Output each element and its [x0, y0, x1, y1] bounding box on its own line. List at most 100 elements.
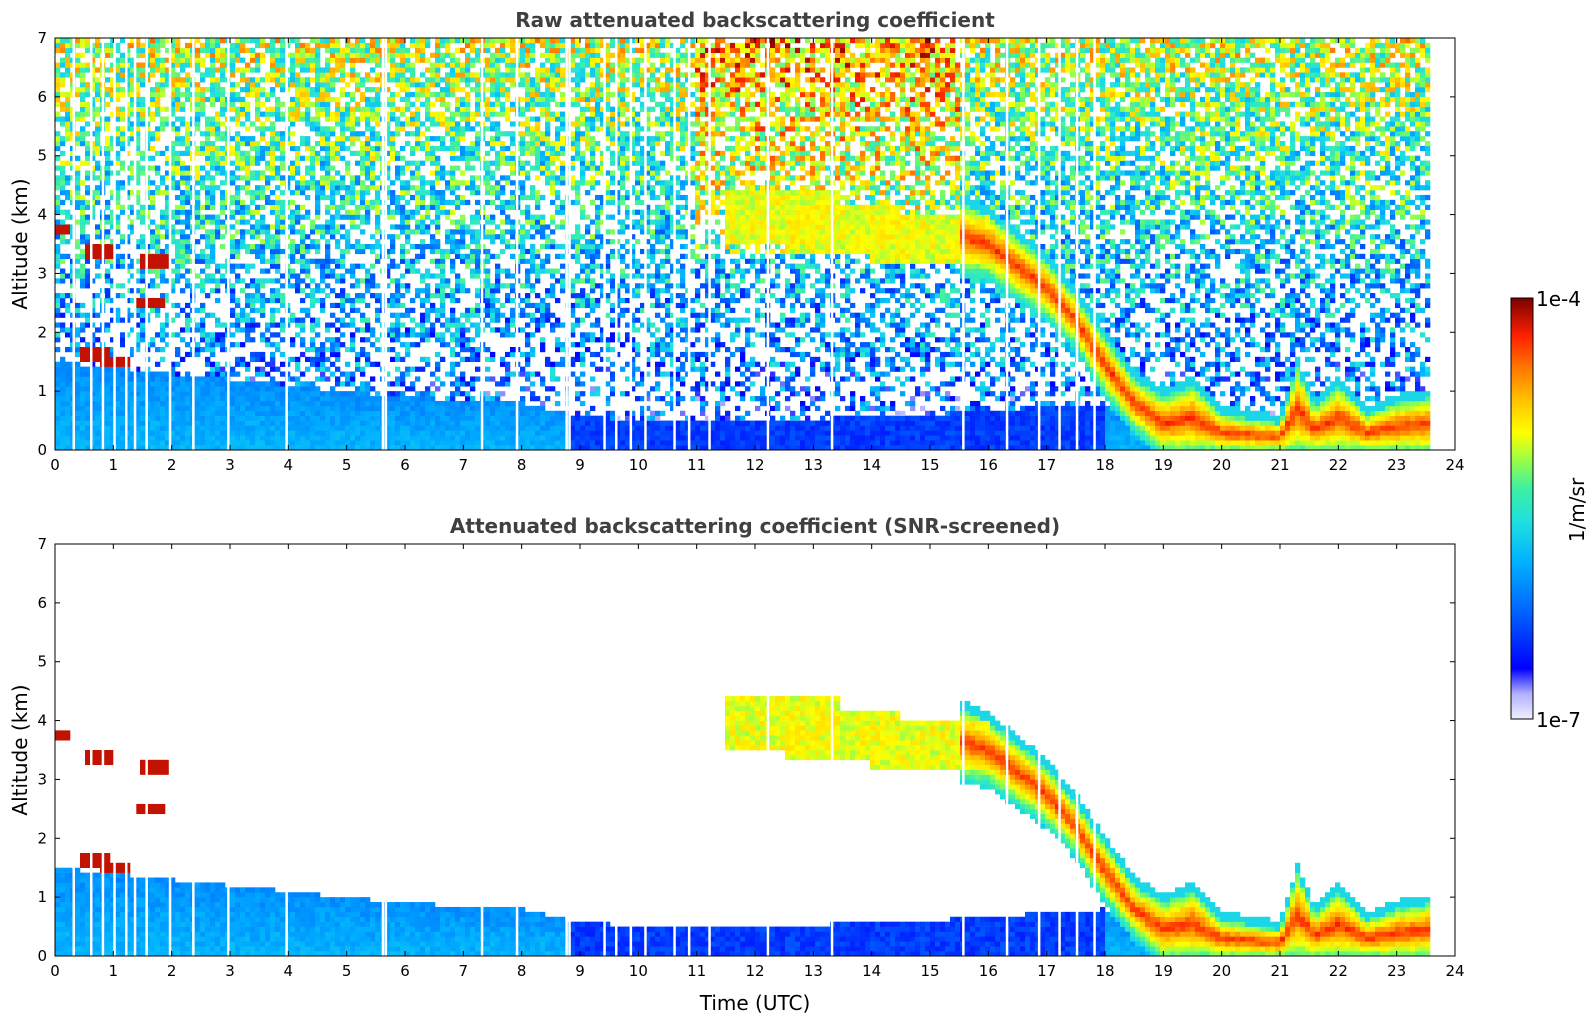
heatmap-cell [290, 38, 296, 44]
heatmap-cell [315, 77, 321, 83]
heatmap-cell [200, 322, 206, 328]
heatmap-cell [65, 391, 71, 397]
heatmap-cell [335, 415, 341, 421]
heatmap-cell [320, 67, 326, 73]
heatmap-cell [150, 91, 156, 98]
heatmap-cell [75, 268, 81, 274]
heatmap-cell [85, 199, 91, 206]
heatmap-cell [390, 180, 396, 186]
heatmap-cell [275, 77, 281, 83]
heatmap-cell [120, 410, 126, 416]
heatmap-cell [130, 229, 136, 235]
heatmap-cell [360, 170, 366, 176]
heatmap-cell [215, 263, 221, 269]
heatmap-cell [345, 376, 351, 382]
heatmap-cell [340, 317, 346, 323]
heatmap-cell [385, 165, 391, 171]
heatmap-cell [265, 106, 271, 112]
heatmap-cell [305, 185, 311, 191]
heatmap-cell [90, 42, 96, 49]
heatmap-cell [405, 258, 411, 264]
heatmap-cell [60, 106, 66, 112]
heatmap-cell [110, 425, 116, 431]
heatmap-cell [200, 430, 206, 436]
heatmap-cell [130, 415, 136, 421]
heatmap-cell [310, 337, 316, 343]
heatmap-cell [345, 165, 351, 171]
heatmap-cell [215, 445, 221, 450]
heatmap-cell [365, 165, 371, 171]
heatmap-cell [315, 248, 321, 255]
heatmap-cell [75, 62, 81, 68]
heatmap-cell [385, 87, 391, 93]
heatmap-cell [210, 126, 216, 132]
heatmap-cell [90, 297, 96, 304]
heatmap-cell [105, 136, 111, 142]
heatmap-cell [180, 244, 186, 250]
heatmap-cell [165, 278, 171, 284]
heatmap-cell [265, 391, 271, 397]
heatmap-cell [430, 219, 436, 225]
heatmap-cell [360, 91, 366, 98]
heatmap-cell [460, 371, 466, 377]
heatmap-cell [365, 273, 371, 279]
heatmap-cell [450, 268, 456, 274]
heatmap-cell [205, 258, 211, 264]
heatmap-cell [355, 420, 361, 426]
heatmap-cell [270, 87, 276, 93]
heatmap-cell [430, 430, 436, 436]
heatmap-cell [230, 116, 236, 122]
heatmap-cell [295, 386, 301, 392]
heatmap-cell [370, 435, 376, 441]
heatmap-cell [475, 96, 481, 103]
heatmap-cell [300, 327, 306, 333]
heatmap-cell [425, 440, 431, 446]
heatmap-cell [460, 244, 466, 250]
heatmap-cell [165, 229, 171, 235]
heatmap-cell [235, 356, 241, 363]
heatmap-cell [175, 361, 181, 367]
heatmap-cell [280, 405, 286, 412]
heatmap-cell [435, 263, 441, 269]
heatmap-cell [475, 273, 481, 279]
heatmap-cell [290, 52, 296, 58]
heatmap-cell [415, 391, 421, 397]
heatmap-cell [140, 121, 146, 127]
heatmap-cell [330, 396, 336, 402]
heatmap-cell [365, 145, 371, 152]
heatmap-cell [90, 209, 96, 215]
heatmap-cell [260, 244, 266, 250]
heatmap-cell [390, 425, 396, 431]
heatmap-cell [95, 175, 101, 181]
heatmap-cell [125, 57, 131, 63]
heatmap-cell [105, 219, 111, 225]
heatmap-cell [460, 87, 466, 93]
heatmap-cell [245, 445, 251, 450]
heatmap-cell [345, 38, 351, 44]
heatmap-cell [260, 307, 266, 313]
heatmap-cell [205, 170, 211, 176]
heatmap-cell [335, 425, 341, 431]
heatmap-cell [55, 229, 61, 235]
heatmap-cell [250, 136, 256, 142]
heatmap-cell [150, 376, 156, 382]
heatmap-cell [295, 155, 301, 161]
heatmap-cell [270, 445, 276, 450]
heatmap-cell [80, 440, 86, 446]
heatmap-cell [295, 405, 301, 412]
heatmap-cell [450, 131, 456, 137]
heatmap-cell [390, 91, 396, 98]
heatmap-cell [320, 425, 326, 431]
heatmap-cell [140, 293, 146, 299]
heatmap-cell [250, 283, 256, 289]
heatmap-cell [320, 342, 326, 348]
heatmap-cell [75, 371, 81, 377]
heatmap-cell [470, 420, 476, 426]
heatmap-cell [370, 175, 376, 181]
heatmap-cell [265, 420, 271, 426]
heatmap-cell [55, 47, 61, 54]
heatmap-cell [460, 445, 466, 450]
heatmap-cell [210, 425, 216, 431]
heatmap-cell [160, 371, 166, 377]
heatmap-cell [465, 96, 471, 103]
